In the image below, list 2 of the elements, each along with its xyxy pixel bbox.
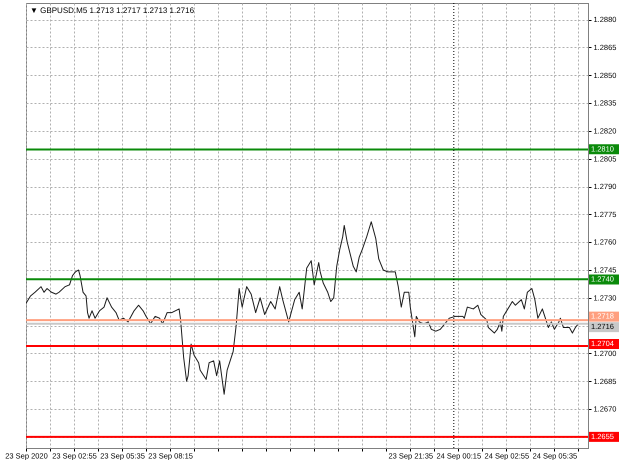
line-series	[26, 221, 579, 395]
chart-title: ▼ GBPUSD.M5 1.2713 1.2717 1.2713 1.2716	[30, 6, 195, 15]
